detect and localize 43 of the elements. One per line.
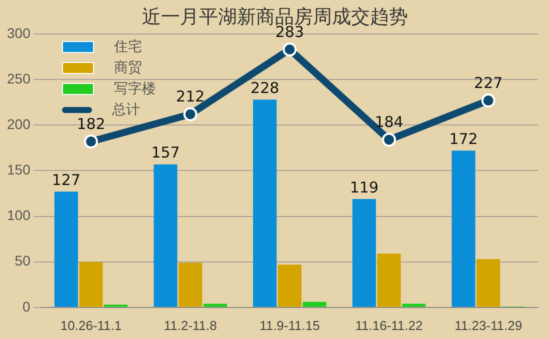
data-label: 157 — [151, 144, 180, 162]
bar — [154, 164, 178, 307]
bar — [402, 304, 426, 307]
point — [183, 107, 198, 122]
y-tick-label: 100 — [7, 207, 31, 224]
bar — [476, 259, 500, 307]
x-tick-label: 11.23-11.29 — [454, 318, 522, 333]
bar — [302, 302, 326, 307]
x-tick-label: 10.26-11.1 — [60, 318, 122, 333]
y-tick-label: 0 — [22, 298, 31, 314]
legend-label: 总计 — [112, 100, 140, 118]
point — [481, 94, 496, 108]
x-tick-label: 11.9-11.15 — [260, 318, 320, 333]
x-tick-label: 11.2-11.8 — [164, 318, 217, 333]
bar — [54, 192, 78, 307]
bar — [377, 254, 401, 307]
bar — [79, 262, 103, 307]
y-tick-label: 200 — [7, 116, 31, 132]
bar — [452, 150, 476, 307]
point — [282, 42, 297, 56]
bar — [203, 304, 227, 307]
x-tick-label: 11.16-11.22 — [355, 318, 423, 333]
point — [84, 134, 98, 149]
bar — [178, 262, 202, 307]
point — [382, 132, 396, 147]
data-label: 184 — [374, 113, 404, 132]
data-label: 227 — [474, 74, 503, 92]
y-tick-label: 300 — [7, 24, 31, 41]
data-label: 182 — [76, 114, 106, 133]
bar — [278, 264, 302, 307]
data-label: 228 — [250, 79, 280, 98]
legend-label: 写字楼 — [114, 80, 156, 98]
legend-label: 住宅 — [114, 38, 142, 56]
legend-label: 商贸 — [114, 58, 142, 76]
data-label: 127 — [52, 171, 81, 190]
data-label: 119 — [350, 178, 378, 196]
y-tick-label: 50 — [14, 252, 31, 269]
data-label: 212 — [176, 88, 205, 106]
bar — [253, 100, 277, 307]
bar — [352, 198, 376, 307]
data-label: 172 — [449, 130, 478, 148]
y-tick-label: 150 — [7, 162, 31, 178]
y-tick-label: 250 — [7, 70, 31, 86]
